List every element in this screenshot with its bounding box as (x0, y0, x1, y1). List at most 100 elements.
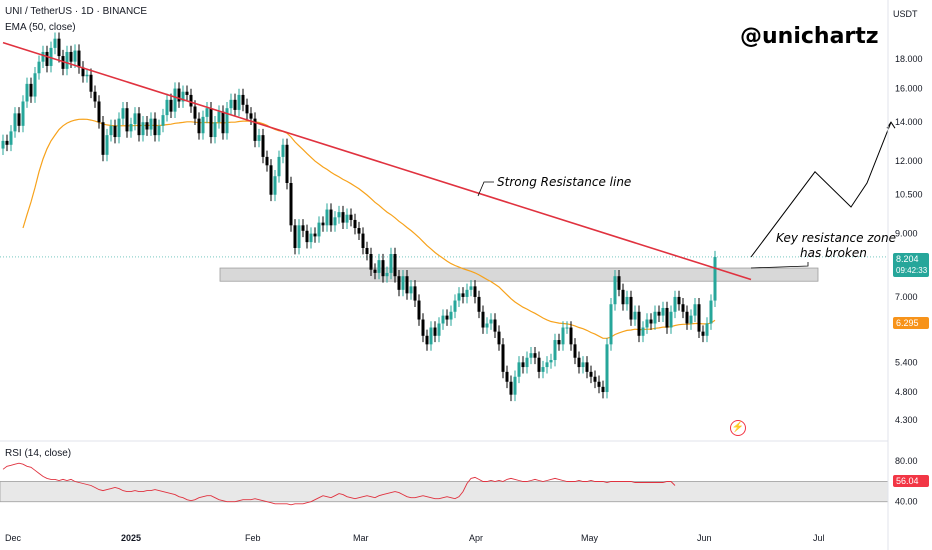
candle (213, 115, 217, 144)
rsi-band (0, 481, 889, 503)
candle (113, 119, 117, 144)
candle (701, 325, 705, 343)
candle-body (557, 340, 561, 345)
candle (273, 169, 277, 202)
candle-body (389, 253, 393, 273)
candle-body (333, 217, 337, 226)
resistance-trendline (2, 41, 752, 281)
candle (533, 346, 537, 365)
candle-body (49, 47, 53, 66)
watermark-text: @unichartz (740, 24, 879, 49)
candle (357, 221, 361, 240)
candle (557, 333, 561, 351)
candle-body (61, 56, 65, 69)
candle (249, 107, 253, 126)
candle (385, 266, 389, 283)
candle-body (457, 293, 461, 301)
candle (349, 208, 353, 227)
candle-body (585, 362, 589, 372)
candle-body (193, 106, 197, 119)
candle-body (325, 209, 329, 226)
candle-body (273, 176, 277, 195)
candle-body (245, 104, 249, 114)
candle (589, 365, 593, 384)
candle (433, 321, 437, 343)
projection-path (750, 122, 892, 258)
candle-body (33, 73, 37, 97)
candle (709, 294, 713, 330)
candle-body (513, 376, 517, 395)
candle-body (609, 304, 613, 345)
candle (573, 338, 577, 365)
candle (409, 280, 413, 300)
price-tick-label: 10.500 (895, 190, 923, 200)
candle-body (73, 50, 77, 62)
candle (53, 32, 57, 55)
candle-body (669, 311, 673, 328)
candle (149, 112, 153, 136)
currency-label[interactable]: USDT (893, 9, 918, 19)
candle-body (129, 124, 133, 132)
candle-body (9, 131, 13, 145)
candle-body (397, 276, 401, 290)
candle-body (257, 135, 261, 141)
candle-body (357, 228, 361, 234)
candle-body (5, 140, 9, 145)
candle-body (465, 289, 469, 297)
candle (401, 269, 405, 297)
candle (269, 159, 273, 202)
candle-body (177, 88, 181, 102)
candle-body (645, 319, 649, 328)
candle (301, 219, 305, 238)
candle-body (549, 360, 553, 363)
candle-body (701, 331, 705, 336)
candle (601, 380, 605, 399)
candle (497, 325, 501, 351)
candle-body (205, 108, 209, 117)
rsi-line (2, 462, 676, 506)
candle (453, 294, 457, 319)
candle (185, 85, 189, 102)
candle-body (249, 113, 253, 119)
candle-body (81, 67, 85, 77)
candle (353, 213, 357, 235)
lightning-icon[interactable]: ⚡ (730, 420, 746, 436)
candle-body (117, 118, 121, 138)
candle (381, 253, 385, 283)
candle-body (329, 209, 333, 226)
candle (61, 49, 65, 76)
candle-body (437, 323, 441, 336)
candle-body (57, 38, 61, 57)
candle-body (277, 156, 281, 177)
candle (689, 309, 693, 330)
candle-body (97, 101, 101, 123)
candle-body (285, 144, 289, 183)
last-price-value: 8.204 (896, 254, 919, 264)
candle (313, 227, 317, 243)
candle (605, 338, 609, 399)
candle (501, 338, 505, 379)
candle (505, 365, 509, 389)
candle (417, 294, 421, 326)
candle (145, 115, 149, 136)
candle-body (381, 260, 385, 277)
candle-body (501, 344, 505, 372)
candle (281, 138, 285, 164)
rsi-tick-label: 40.00 (895, 497, 918, 507)
candle-body (605, 344, 609, 393)
candle (457, 287, 461, 307)
candle (129, 117, 133, 138)
candle-body (41, 51, 45, 62)
candle (393, 247, 397, 283)
candle-body (45, 51, 49, 66)
candle (105, 128, 109, 162)
price-tick-label: 4.300 (895, 415, 918, 425)
candle (377, 253, 381, 280)
candle-body (317, 222, 321, 237)
candle (257, 128, 261, 148)
key-resistance-zone (219, 267, 819, 282)
candle-body (689, 315, 693, 324)
candle-body (569, 327, 573, 345)
candle (285, 138, 289, 190)
